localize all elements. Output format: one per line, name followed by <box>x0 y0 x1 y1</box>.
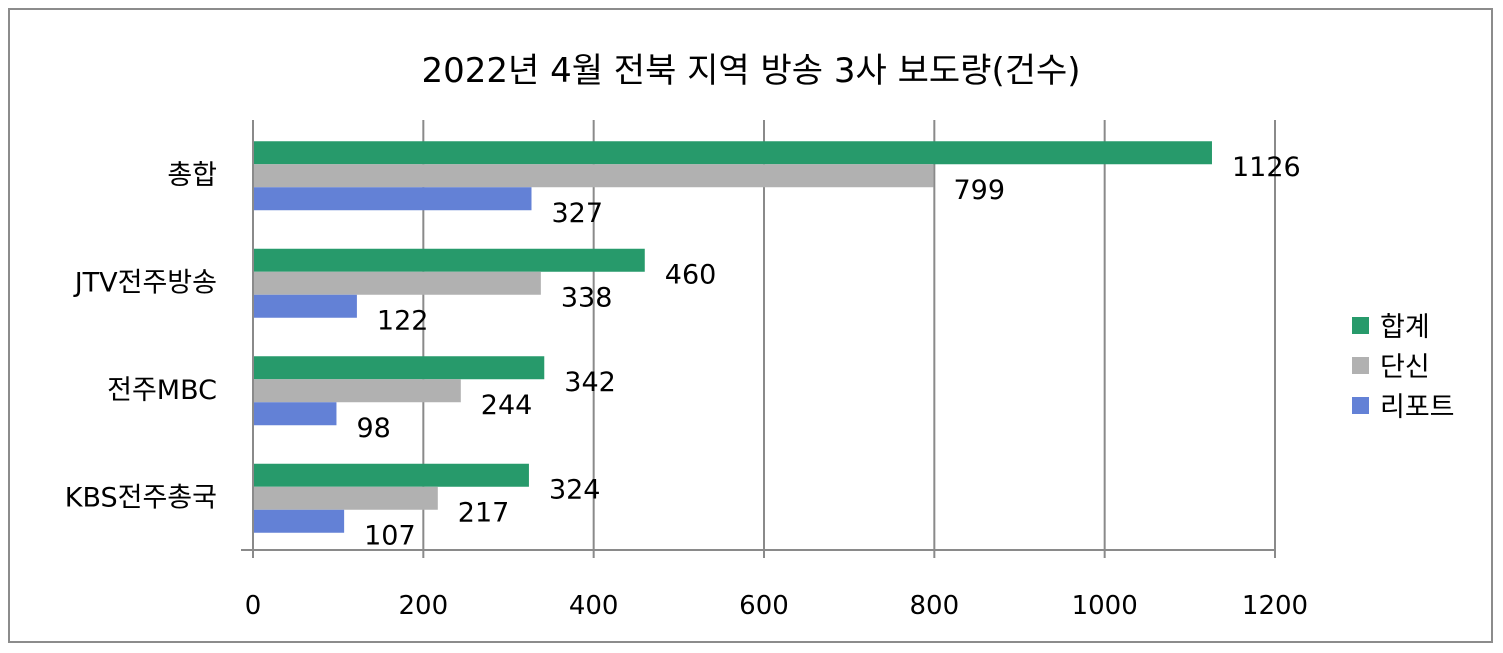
legend-label: 리포트 <box>1380 392 1455 423</box>
bar <box>253 141 1212 165</box>
chart-title: 2022년 4월 전북 지역 방송 3사 보도량(건수) <box>421 51 1080 91</box>
bar <box>253 356 545 380</box>
data-label: 460 <box>665 259 717 290</box>
data-label: 122 <box>377 305 429 336</box>
data-label: 327 <box>551 198 603 229</box>
bar <box>253 164 934 188</box>
legend-swatch <box>1352 357 1369 374</box>
bar <box>253 187 532 211</box>
bar <box>253 463 529 487</box>
data-label: 244 <box>481 390 533 421</box>
bar <box>253 248 645 272</box>
data-label: 324 <box>549 474 601 505</box>
legend-label: 합계 <box>1380 312 1430 343</box>
x-tick-label: 400 <box>569 591 619 621</box>
category-label: KBS전주총국 <box>65 482 217 513</box>
legend-swatch <box>1352 397 1369 414</box>
bars <box>253 141 1212 533</box>
x-tick-label: 200 <box>399 591 449 621</box>
x-tick-label: 600 <box>739 591 789 621</box>
x-tick-label: 0 <box>245 591 262 621</box>
data-label: 1126 <box>1232 152 1301 183</box>
data-label: 342 <box>564 367 616 398</box>
x-tick-label: 800 <box>910 591 960 621</box>
legend-label: 단신 <box>1380 352 1430 383</box>
bar <box>253 271 541 295</box>
bar <box>253 294 357 318</box>
data-label: 98 <box>356 413 390 444</box>
data-label: 338 <box>561 282 613 313</box>
bar <box>253 509 345 533</box>
category-label: 전주MBC <box>107 375 217 406</box>
data-labels: 1126 799 327 460 338 122 342 244 98 324 217 107 <box>356 152 1300 552</box>
category-label: JTV전주방송 <box>73 267 217 298</box>
category-label: 총합 <box>167 160 217 191</box>
chart-frame <box>8 8 1493 643</box>
data-label: 107 <box>364 520 416 551</box>
bar <box>253 379 461 403</box>
legend-swatch <box>1352 317 1369 334</box>
data-label: 799 <box>953 175 1005 206</box>
bar <box>253 402 337 426</box>
x-tick-label: 1200 <box>1242 591 1308 621</box>
bar <box>253 486 438 510</box>
x-tick-label: 1000 <box>1072 591 1138 621</box>
data-label: 217 <box>458 497 510 528</box>
